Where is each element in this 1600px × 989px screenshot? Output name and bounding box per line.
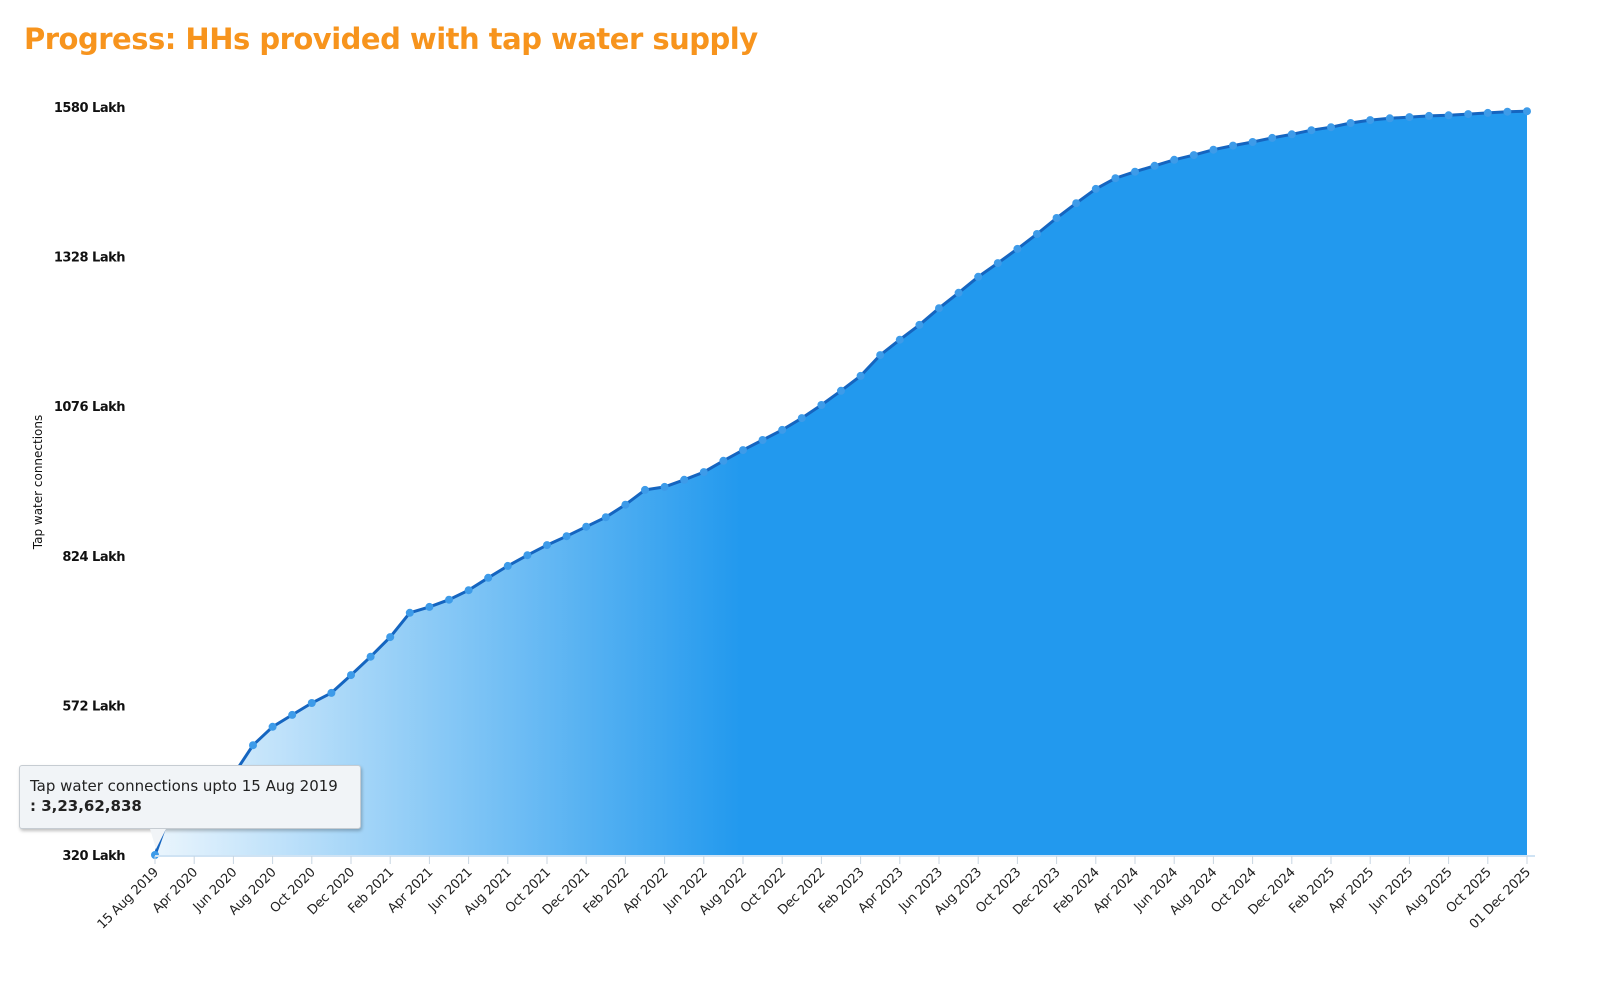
data-point[interactable] bbox=[1346, 119, 1355, 127]
y-tick-label: 1076 Lakh bbox=[54, 400, 125, 415]
data-point[interactable] bbox=[974, 272, 983, 281]
data-point[interactable] bbox=[543, 541, 551, 550]
data-point[interactable] bbox=[1327, 123, 1335, 132]
y-tick-label: 1328 Lakh bbox=[54, 251, 125, 266]
tooltip-arrow bbox=[150, 829, 166, 849]
data-point[interactable] bbox=[680, 475, 689, 484]
data-point[interactable] bbox=[876, 351, 885, 360]
data-tooltip: Tap water connections upto 15 Aug 2019 :… bbox=[19, 765, 361, 829]
data-point[interactable] bbox=[523, 551, 532, 560]
data-point[interactable] bbox=[1150, 161, 1159, 170]
data-point[interactable] bbox=[954, 288, 963, 297]
data-point[interactable] bbox=[484, 573, 493, 582]
data-point[interactable] bbox=[915, 320, 924, 329]
y-tick-label: 572 Lakh bbox=[62, 699, 125, 714]
tooltip-value: : 3,23,62,838 bbox=[30, 797, 142, 815]
data-point[interactable] bbox=[621, 500, 630, 509]
data-point[interactable] bbox=[464, 586, 473, 595]
data-point[interactable] bbox=[778, 425, 787, 434]
data-point[interactable] bbox=[797, 414, 806, 423]
data-point[interactable] bbox=[1503, 107, 1512, 116]
data-point[interactable] bbox=[405, 608, 414, 617]
data-point[interactable] bbox=[1209, 145, 1218, 154]
data-point[interactable] bbox=[1287, 130, 1296, 139]
y-tick-label: 1580 Lakh bbox=[54, 101, 125, 116]
data-point[interactable] bbox=[1229, 141, 1237, 150]
area-fill bbox=[155, 111, 1527, 855]
data-point[interactable] bbox=[1131, 167, 1139, 176]
data-point[interactable] bbox=[719, 456, 728, 465]
y-tick-label: 824 Lakh bbox=[62, 550, 125, 565]
data-point[interactable] bbox=[758, 436, 767, 444]
data-point[interactable] bbox=[1248, 138, 1257, 146]
data-point[interactable] bbox=[1189, 151, 1198, 160]
data-point[interactable] bbox=[1091, 184, 1100, 193]
y-axis: 320 Lakh 572 Lakh 824 Lakh 1076 Lakh 1328 La… bbox=[54, 101, 126, 864]
data-point[interactable] bbox=[856, 371, 865, 380]
data-point[interactable] bbox=[425, 602, 434, 611]
data-point[interactable] bbox=[288, 710, 297, 719]
data-point[interactable] bbox=[993, 259, 1002, 268]
data-point[interactable] bbox=[1444, 111, 1453, 120]
data-point[interactable] bbox=[935, 304, 943, 313]
area-layer bbox=[151, 107, 1531, 859]
data-point[interactable] bbox=[366, 652, 375, 661]
data-point[interactable] bbox=[445, 595, 453, 604]
data-point[interactable] bbox=[1052, 214, 1061, 222]
tooltip-label: Tap water connections upto 15 Aug 2019 bbox=[30, 777, 338, 795]
data-point[interactable] bbox=[739, 446, 747, 455]
data-point[interactable] bbox=[1072, 199, 1081, 208]
x-tick-label: 15 Aug 2019 bbox=[95, 865, 162, 932]
data-point[interactable] bbox=[582, 522, 591, 531]
data-point[interactable] bbox=[386, 633, 395, 642]
data-point[interactable] bbox=[660, 482, 669, 491]
y-axis-title: Tap water connections bbox=[31, 415, 45, 551]
data-point[interactable] bbox=[1405, 113, 1414, 122]
data-point[interactable] bbox=[268, 722, 277, 731]
data-point[interactable] bbox=[307, 699, 316, 707]
y-tick-label: 320 Lakh bbox=[62, 849, 125, 864]
data-point[interactable] bbox=[699, 468, 708, 477]
data-point[interactable] bbox=[817, 401, 826, 409]
data-point[interactable] bbox=[1464, 110, 1473, 119]
data-point[interactable] bbox=[327, 688, 336, 697]
data-point[interactable] bbox=[1111, 174, 1120, 183]
data-point[interactable] bbox=[895, 335, 904, 344]
data-point[interactable] bbox=[1013, 244, 1022, 253]
data-point[interactable] bbox=[1366, 116, 1375, 125]
data-point[interactable] bbox=[837, 386, 845, 395]
data-point[interactable] bbox=[1483, 108, 1492, 117]
data-point[interactable] bbox=[1307, 126, 1316, 135]
chart-title: Progress: HHs provided with tap water su… bbox=[24, 22, 758, 56]
data-point[interactable] bbox=[503, 561, 512, 570]
data-point[interactable] bbox=[249, 741, 257, 750]
data-point[interactable] bbox=[347, 671, 355, 680]
data-point[interactable] bbox=[601, 513, 610, 522]
data-point[interactable] bbox=[1425, 111, 1433, 120]
data-point[interactable] bbox=[1385, 114, 1394, 123]
data-point[interactable] bbox=[641, 485, 649, 494]
data-point[interactable] bbox=[1523, 107, 1531, 116]
data-point[interactable] bbox=[562, 532, 571, 541]
data-point[interactable] bbox=[1268, 133, 1277, 142]
data-point[interactable] bbox=[1033, 230, 1041, 238]
data-point[interactable] bbox=[1170, 155, 1179, 164]
